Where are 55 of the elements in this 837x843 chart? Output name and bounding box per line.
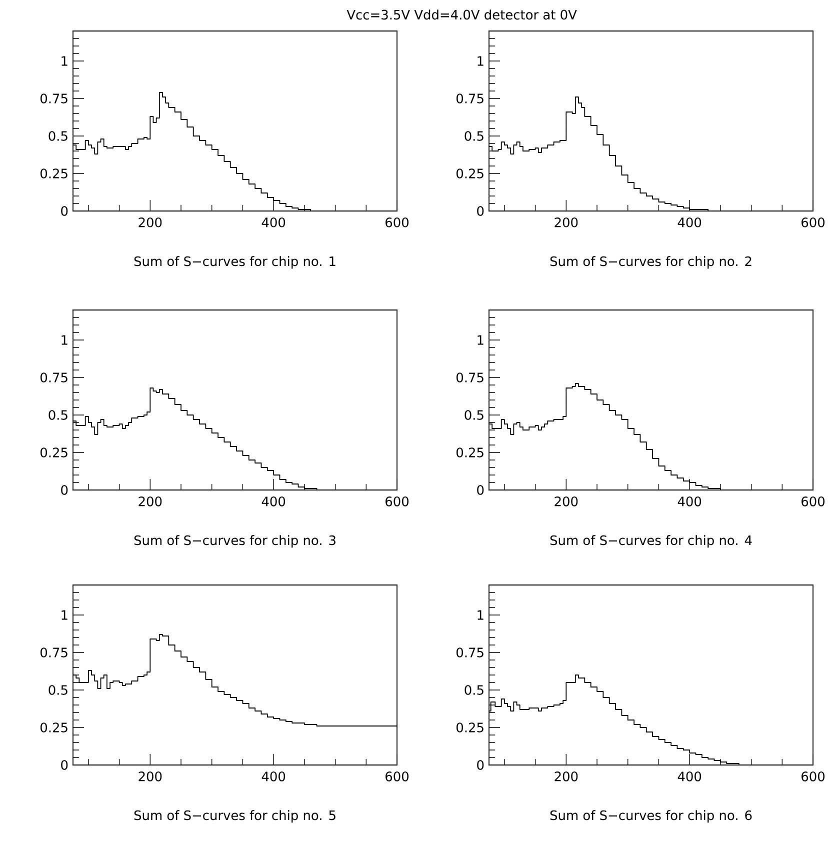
x-tick-label: 200 xyxy=(138,218,162,228)
y-tick-label: 0.5 xyxy=(48,410,68,420)
x-tick-label: 600 xyxy=(802,218,824,228)
x-axis-title: Sum of S−curves for chip no. 1 xyxy=(134,256,336,269)
y-tick-label: 0 xyxy=(477,485,484,495)
x-tick-label: 600 xyxy=(802,496,824,506)
y-tick-label: 0.25 xyxy=(40,448,68,458)
x-tick-label: 200 xyxy=(554,772,578,782)
y-tick-label: 0 xyxy=(61,760,68,770)
y-tick-label: 0.25 xyxy=(456,448,484,458)
x-tick-label: 400 xyxy=(262,218,286,228)
y-tick-label: 0.75 xyxy=(456,648,484,658)
x-axis-title: Sum of S−curves for chip no. 6 xyxy=(550,810,752,823)
x-tick-label: 200 xyxy=(138,496,162,506)
y-tick-label: 0 xyxy=(477,760,484,770)
y-tick-label: 0.75 xyxy=(40,94,68,104)
x-tick-label: 400 xyxy=(262,772,286,782)
y-tick-label: 0.75 xyxy=(40,372,68,382)
x-axis-title: Sum of S−curves for chip no. 2 xyxy=(550,256,752,269)
x-tick-label: 200 xyxy=(554,496,578,506)
y-tick-label: 0.5 xyxy=(48,131,68,141)
y-tick-label: 0.5 xyxy=(48,685,68,695)
x-axis-title: Sum of S−curves for chip no. 5 xyxy=(134,810,336,823)
y-tick-label: 0 xyxy=(477,206,484,216)
x-tick-label: 400 xyxy=(678,496,702,506)
x-tick-label: 200 xyxy=(138,772,162,782)
text: Vcc=3.5V Vdd=4.0V detector at 0V xyxy=(346,10,577,20)
x-tick-label: 600 xyxy=(386,218,408,228)
y-tick-label: 0.25 xyxy=(40,722,68,732)
y-tick-label: 1 xyxy=(62,335,68,345)
y-tick-label: 0.75 xyxy=(456,94,484,104)
y-tick-label: 0.25 xyxy=(456,168,484,178)
y-tick-label: 0.5 xyxy=(464,410,484,420)
y-tick-label: 0.5 xyxy=(464,131,484,141)
x-tick-label: 400 xyxy=(678,218,702,228)
y-tick-label: 1 xyxy=(62,56,68,66)
y-tick-label: 1 xyxy=(62,610,68,620)
y-tick-label: 0.75 xyxy=(456,372,484,382)
x-tick-label: 400 xyxy=(678,772,702,782)
y-tick-label: 1 xyxy=(478,610,484,620)
x-tick-label: 600 xyxy=(386,772,408,782)
x-axis-title: Sum of S−curves for chip no. 3 xyxy=(134,535,336,548)
y-tick-label: 0 xyxy=(61,485,68,495)
x-axis-title: Sum of S−curves for chip no. 4 xyxy=(550,535,752,548)
x-tick-label: 200 xyxy=(554,218,578,228)
x-tick-label: 400 xyxy=(262,496,286,506)
y-tick-label: 0.25 xyxy=(40,168,68,178)
y-tick-label: 0.5 xyxy=(464,685,484,695)
y-tick-label: 1 xyxy=(478,56,484,66)
y-tick-label: 0.75 xyxy=(40,648,68,658)
y-tick-label: 1 xyxy=(478,335,484,345)
y-tick-label: 0.25 xyxy=(456,722,484,732)
x-tick-label: 600 xyxy=(802,772,824,782)
y-tick-label: 0 xyxy=(61,206,68,216)
x-tick-label: 600 xyxy=(386,496,408,506)
